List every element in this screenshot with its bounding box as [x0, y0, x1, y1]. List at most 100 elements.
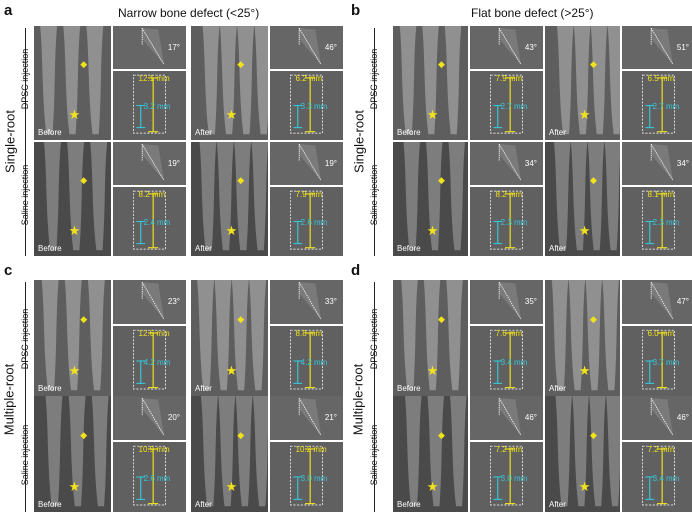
angle-value: 23° [167, 297, 180, 306]
measurement-a-dpsc-after: 6.2 mm 3.3 mm [270, 71, 343, 140]
angle-value: 17° [167, 42, 180, 52]
time-label: After [195, 384, 212, 393]
sublabel-dpsc-c: DPSC injection [20, 308, 30, 370]
measurement-b-saline-after: 8.1 mm 2.3 mm [622, 187, 692, 256]
xray-a-saline-before: ★ ◆ Before [34, 142, 111, 256]
measurement-b-dpsc-after: 6.5 mm 2.7 mm [622, 71, 692, 140]
time-label: After [195, 500, 212, 509]
height-value: 12.6 mm [138, 329, 170, 338]
xray-b-dpsc-before: ★ ◆ Before [393, 26, 468, 140]
defect-star-icon: ★ [225, 107, 238, 123]
xray-d-dpsc-before: ★ ◆ Before [393, 280, 468, 396]
defect-star-icon: ★ [68, 107, 81, 123]
arrow-icon: ◆ [80, 59, 88, 70]
measurement-d-dpsc-after: 6.0 mm 3.7 mm [622, 326, 692, 396]
xray-d-saline-after: ★ ◆ After [545, 396, 620, 512]
angle-value: 19° [324, 158, 337, 168]
time-label: Before [397, 384, 421, 393]
defect-star-icon: ★ [578, 223, 591, 239]
arrow-icon: ◆ [590, 313, 597, 324]
height-value: 7.9 mm [495, 74, 523, 83]
measurement-d-saline-before: 7.2 mm 3.0 mm [470, 442, 543, 512]
depth-value: 3.0 mm [500, 473, 528, 483]
depth-value: 4.2 mm [143, 357, 171, 367]
xray-d-saline-before: ★ ◆ Before [393, 396, 468, 512]
sublabel-saline-b: Saline injection [369, 164, 379, 226]
separator-b [374, 28, 375, 256]
time-label: Before [38, 384, 62, 393]
arrow-icon: ◆ [590, 429, 597, 440]
header-flat: Flat bone defect (>25°) [471, 6, 594, 20]
angle-thumbnail-d-saline-after: 46° [622, 396, 692, 440]
defect-star-icon: ★ [225, 362, 238, 378]
arrow-icon: ◆ [80, 313, 88, 324]
time-label: Before [38, 128, 62, 137]
defect-star-icon: ★ [426, 223, 439, 239]
height-value: 8.2 mm [495, 190, 523, 199]
depth-value: 2.3 mm [500, 218, 528, 228]
time-label: After [549, 384, 566, 393]
sublabel-saline-a: Saline injection [20, 164, 30, 226]
defect-star-icon: ★ [578, 478, 591, 494]
angle-value: 46° [676, 413, 689, 422]
angle-value: 51° [676, 42, 689, 52]
defect-star-icon: ★ [426, 478, 439, 494]
angle-thumbnail-b-saline-before: 34° [470, 142, 543, 185]
measurement-c-dpsc-before: 12.6 mm 4.2 mm [113, 326, 186, 396]
measurement-a-saline-before: 8.2 mm 2.4 mm [113, 187, 186, 256]
defect-star-icon: ★ [426, 107, 439, 123]
arrow-icon: ◆ [438, 175, 445, 186]
measurement-d-saline-after: 7.2 mm 3.4 mm [622, 442, 692, 512]
angle-thumbnail-a-dpsc-after: 46° [270, 26, 343, 69]
height-value: 7.9 mm [295, 190, 323, 199]
depth-value: 3.0 mm [300, 473, 328, 483]
arrow-icon: ◆ [80, 175, 88, 186]
arrow-icon: ◆ [438, 429, 445, 440]
xray-c-saline-before: ★ ◆ Before [34, 396, 111, 512]
measurement-d-dpsc-before: 7.6 mm 3.4 mm [470, 326, 543, 396]
angle-value: 33° [324, 297, 337, 306]
separator-c [25, 282, 26, 512]
panel-letter-b: b [351, 2, 361, 19]
arrow-icon: ◆ [438, 313, 445, 324]
angle-thumbnail-b-dpsc-after: 51° [622, 26, 692, 69]
depth-value: 3.3 mm [300, 102, 328, 112]
angle-thumbnail-a-dpsc-before: 17° [113, 26, 186, 69]
time-label: After [195, 128, 212, 137]
xray-c-dpsc-before: ★ ◆ Before [34, 280, 111, 396]
separator-d [374, 282, 375, 512]
depth-value: 2.7 mm [652, 102, 680, 112]
time-label: After [549, 500, 566, 509]
angle-thumbnail-a-saline-after: 19° [270, 142, 343, 185]
xray-a-dpsc-before: ★ ◆ Before [34, 26, 111, 140]
arrow-icon: ◆ [80, 429, 88, 440]
angle-thumbnail-b-dpsc-before: 43° [470, 26, 543, 69]
xray-b-dpsc-after: ★ ◆ After [545, 26, 620, 140]
angle-value: 47° [676, 297, 689, 306]
angle-value: 46° [324, 42, 337, 52]
height-value: 6.2 mm [295, 74, 323, 83]
defect-star-icon: ★ [578, 107, 591, 123]
row-label-multiple-d: Multiple-root [350, 363, 366, 436]
sublabel-dpsc-d: DPSC injection [369, 308, 379, 370]
angle-value: 43° [524, 42, 537, 52]
arrow-icon: ◆ [590, 175, 597, 186]
time-label: Before [397, 244, 421, 253]
height-value: 10.9 mm [138, 445, 170, 454]
height-value: 12.1 mm [138, 74, 170, 83]
xray-a-dpsc-after: ★ ◆ After [191, 26, 268, 140]
height-value: 10.2 mm [295, 445, 327, 454]
arrow-icon: ◆ [438, 59, 445, 70]
depth-value: 2.6 mm [143, 473, 171, 483]
defect-star-icon: ★ [578, 362, 591, 378]
time-label: After [195, 244, 212, 253]
measurement-a-saline-after: 7.9 mm 2.6 mm [270, 187, 343, 256]
xray-d-dpsc-after: ★ ◆ After [545, 280, 620, 396]
angle-value: 20° [167, 413, 180, 422]
depth-value: 2.7 mm [500, 102, 528, 112]
arrow-icon: ◆ [590, 59, 597, 70]
panel-letter-a: a [4, 2, 13, 19]
depth-value: 3.4 mm [500, 357, 528, 367]
xray-a-saline-after: ★ ◆ After [191, 142, 268, 256]
sublabel-dpsc-a: DPSC injection [20, 48, 30, 110]
